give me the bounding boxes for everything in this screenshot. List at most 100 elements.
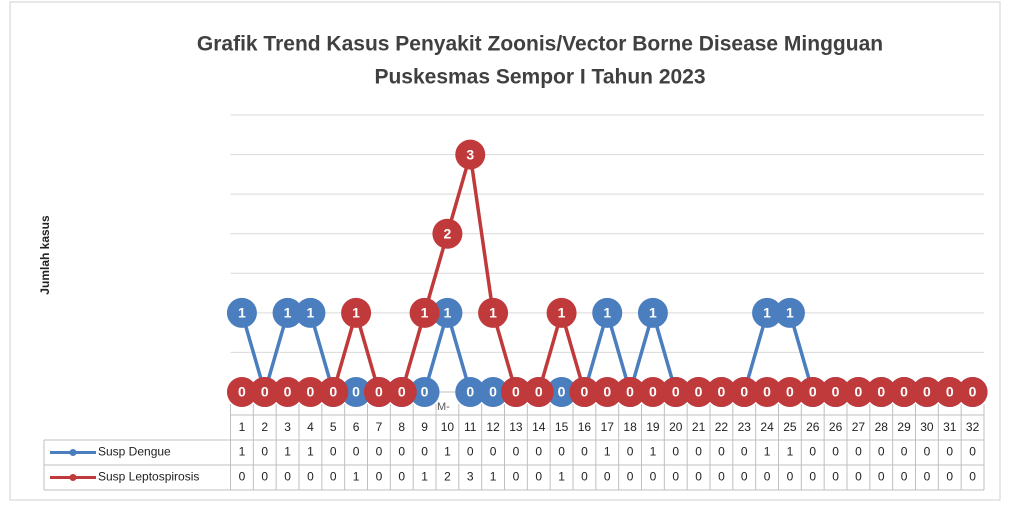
data-label: 2 (444, 225, 452, 241)
legend-label: Susp Dengue (98, 445, 171, 459)
table-value: 1 (650, 445, 657, 459)
point (957, 377, 988, 407)
table-value: 0 (924, 445, 931, 459)
data-label: 0 (284, 384, 292, 400)
x-tick-label: 15 (555, 420, 569, 434)
table-value: 1 (239, 445, 246, 459)
table-value: 0 (330, 445, 337, 459)
table-value: 0 (513, 470, 520, 484)
x-tick-label: 5 (330, 420, 337, 434)
point (341, 297, 372, 328)
point (432, 218, 463, 249)
data-label: 0 (786, 384, 794, 400)
x-tick-label: 10 (441, 420, 455, 434)
table-value: 0 (764, 470, 771, 484)
data-label: 0 (558, 384, 566, 400)
point (318, 377, 349, 407)
data-label: 1 (649, 305, 657, 321)
data-label: 3 (466, 146, 474, 162)
point (706, 377, 737, 407)
table-value: 0 (969, 470, 976, 484)
data-label: 0 (946, 384, 954, 400)
data-label: 0 (421, 384, 429, 400)
x-tick-label: 21 (692, 420, 706, 434)
x-tick-label: 11 (464, 420, 477, 434)
table-value: 1 (421, 470, 428, 484)
point (592, 377, 623, 407)
table-value: 1 (558, 470, 565, 484)
data-label: 0 (672, 384, 680, 400)
data-label: 0 (603, 384, 611, 400)
data-label: 1 (763, 305, 771, 321)
table-value: 0 (513, 445, 520, 459)
table-value: 0 (467, 445, 474, 459)
x-tick-label: 24 (760, 420, 774, 434)
point (934, 377, 965, 407)
table-value: 0 (695, 445, 702, 459)
data-label: 0 (375, 384, 383, 400)
x-tick-label: 12 (486, 420, 500, 434)
point (752, 377, 783, 407)
annotation: M- (437, 401, 450, 413)
point (455, 139, 486, 170)
x-tick-label: 6 (353, 420, 360, 434)
table-value: 0 (718, 470, 725, 484)
point (660, 377, 691, 407)
x-tick-label: 14 (532, 420, 546, 434)
point (752, 297, 783, 328)
x-tick-label: 19 (646, 420, 660, 434)
data-label: 0 (238, 384, 246, 400)
point (820, 377, 851, 407)
point (866, 377, 897, 407)
point (295, 297, 326, 328)
data-label: 0 (489, 384, 497, 400)
data-label: 0 (352, 384, 360, 400)
table-value: 0 (604, 470, 611, 484)
table-value: 1 (604, 445, 611, 459)
data-label: 1 (558, 305, 566, 321)
table-value: 1 (353, 470, 360, 484)
table-value: 0 (969, 445, 976, 459)
data-label: 0 (626, 384, 634, 400)
x-tick-label: 8 (398, 420, 405, 434)
table-value: 0 (307, 470, 314, 484)
table-value: 0 (695, 470, 702, 484)
data-label: 0 (695, 384, 703, 400)
data-label: 1 (352, 305, 360, 321)
table-value: 0 (650, 470, 657, 484)
data-label: 1 (786, 305, 794, 321)
point (546, 377, 577, 407)
x-tick-label: 7 (376, 420, 383, 434)
legend-label: Susp Leptospirosis (98, 470, 199, 484)
data-label: 0 (809, 384, 817, 400)
table-value: 1 (764, 445, 771, 459)
x-tick-label: 2 (261, 420, 268, 434)
table-value: 0 (741, 470, 748, 484)
table-value: 0 (261, 470, 268, 484)
data-label: 0 (398, 384, 406, 400)
point (500, 377, 531, 407)
table-value: 0 (672, 470, 679, 484)
point (592, 297, 623, 328)
point (409, 297, 440, 328)
data-label: 0 (877, 384, 885, 400)
point (249, 377, 280, 407)
table-value: 2 (444, 470, 451, 484)
table-value: 0 (672, 445, 679, 459)
table-value: 1 (787, 445, 794, 459)
data-label: 0 (855, 384, 863, 400)
point (226, 297, 257, 328)
x-tick-label: 18 (623, 420, 637, 434)
point (455, 377, 486, 407)
x-tick-label: 23 (738, 420, 752, 434)
legend-marker (69, 474, 77, 481)
table-value: 0 (832, 470, 839, 484)
table-value: 0 (855, 445, 862, 459)
x-tick-label: 4 (307, 420, 314, 434)
point (272, 297, 303, 328)
x-tick-label: 26 (829, 420, 843, 434)
legend-marker (69, 449, 77, 456)
data-label: 0 (512, 384, 520, 400)
data-label: 0 (763, 384, 771, 400)
